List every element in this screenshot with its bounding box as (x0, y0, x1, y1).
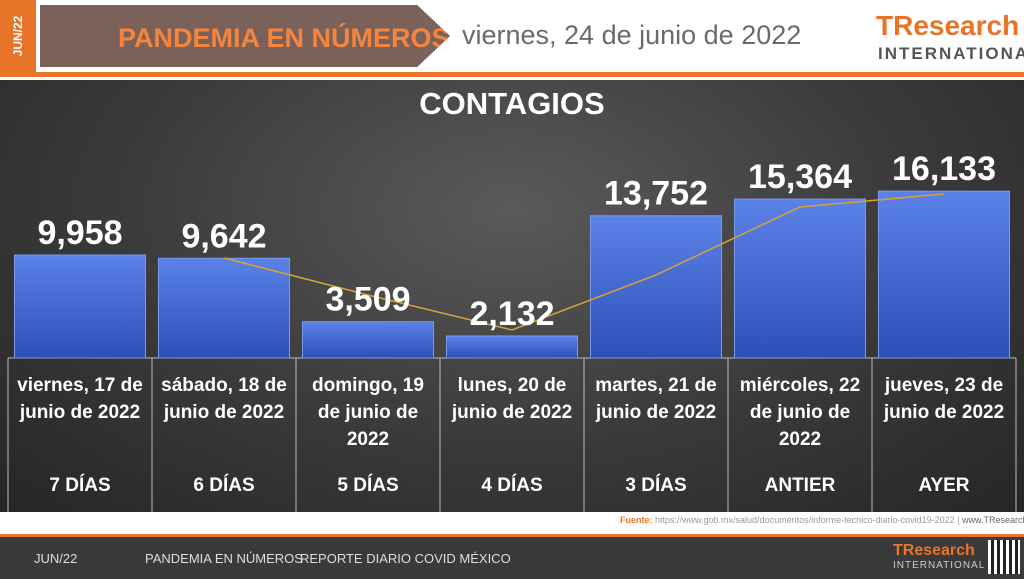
value-label: 3,509 (325, 281, 410, 319)
bar (13, 254, 147, 359)
bar (301, 321, 435, 359)
category-label: martes, 21 de junio de 2022 (595, 375, 717, 423)
chart: CONTAGIOS 9,958 9,642 3,509 2,132 13,752 15,3… (7, 86, 1017, 512)
period-label: 7 DÍAS (49, 475, 111, 496)
period-label: 4 DÍAS (481, 475, 543, 496)
category-label: viernes, 17 de junio de 2022 (17, 375, 143, 423)
site: www.TResearch.Mx (962, 515, 1024, 525)
bar (733, 198, 867, 359)
labels: viernes, 17 de junio de 2022 7 DÍAS sábado… (0, 80, 1024, 512)
side-tab: JUN/22 (0, 0, 36, 72)
category-label: sábado, 18 de junio de 2022 (161, 375, 287, 423)
footer-logo-sub: INTERNATIONAL (893, 560, 986, 571)
period-label: AYER (918, 475, 970, 496)
footer-item: PANDEMIA EN NÚMEROS (145, 551, 303, 566)
value-label: 16,133 (892, 150, 996, 188)
divider (0, 72, 1024, 77)
footer: JUN/22 PANDEMIA EN NÚMEROS REPORTE DIARI… (0, 534, 1024, 579)
logo-sub: INTERNATIONAL (878, 44, 1024, 63)
period-label: ANTIER (764, 475, 836, 496)
period-label: 5 DÍAS (337, 475, 399, 496)
value-label: 9,642 (181, 217, 266, 255)
banner-text: PANDEMIA EN NÚMEROS (118, 23, 450, 53)
source: Fuente: https://www.gob.mx/salud/documen… (620, 515, 1024, 525)
trend-line (223, 193, 945, 331)
value-label: 13,752 (604, 175, 708, 213)
footer-item: REPORTE DIARIO COVID MÉXICO (300, 551, 511, 566)
category-label: domingo, 19 de junio de 2022 (312, 375, 424, 450)
bar (445, 335, 579, 359)
period-label: 6 DÍAS (193, 475, 255, 496)
banner: PANDEMIA EN NÚMEROS (40, 5, 450, 67)
date: viernes, 24 de junio de 2022 (462, 20, 802, 50)
source-url: https://www.gob.mx/salud/documentos/info… (655, 515, 955, 525)
qr-code (988, 540, 1020, 574)
footer-item: JUN/22 (34, 551, 78, 566)
period-label: 3 DÍAS (625, 475, 687, 496)
value-label: 15,364 (748, 158, 852, 196)
category-label: lunes, 20 de junio de 2022 (451, 375, 573, 423)
value-label: 9,958 (37, 214, 122, 252)
tab-text: JUN/22 (11, 15, 25, 57)
source-label: Fuente: (620, 515, 653, 525)
value-label: 2,132 (469, 295, 554, 333)
chart-title: CONTAGIOS (419, 86, 604, 121)
category-label: miércoles, 22 de junio de 2022 (739, 375, 861, 450)
bar (877, 190, 1011, 359)
footer-logo: TResearch (893, 542, 975, 559)
bar (589, 215, 723, 359)
logo: TResearch (876, 10, 1020, 41)
category-label: jueves, 23 de junio de 2022 (883, 375, 1005, 423)
